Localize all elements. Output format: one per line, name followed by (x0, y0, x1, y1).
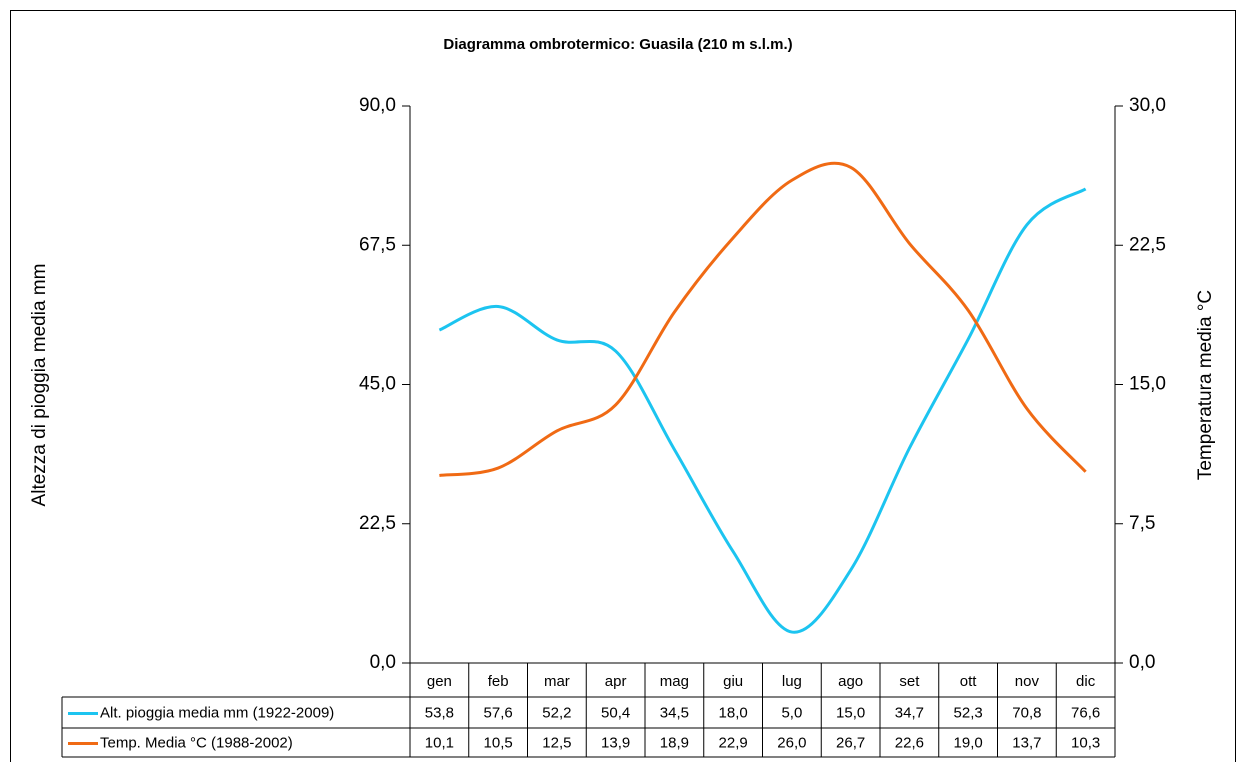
data-label: 13,7 (1012, 734, 1041, 751)
data-label: 10,1 (425, 734, 454, 751)
data-label: 5,0 (781, 704, 802, 721)
data-label: 10,3 (1071, 734, 1100, 751)
x-tick-label: nov (1015, 673, 1040, 690)
data-label: 52,2 (542, 704, 571, 721)
chart-title: Diagramma ombrotermico: Guasila (210 m s… (443, 36, 792, 53)
x-tick-label: lug (782, 673, 802, 690)
data-label: 52,3 (954, 704, 983, 721)
data-label: 26,0 (777, 734, 806, 751)
data-label: 57,6 (484, 704, 513, 721)
x-tick-label: set (899, 673, 920, 690)
data-label: 70,8 (1012, 704, 1041, 721)
legend-label: Temp. Media °C (1988-2002) (100, 734, 293, 751)
data-label: 34,7 (895, 704, 924, 721)
data-label: 22,6 (895, 734, 924, 751)
y2-axis-label: Temperatura media °C (1195, 290, 1216, 480)
x-tick-label: apr (605, 673, 627, 690)
y-tick-label: 22,5 (359, 513, 396, 534)
data-label: 12,5 (542, 734, 571, 751)
series-line (439, 161, 1087, 477)
y2-tick-label: 22,5 (1129, 234, 1166, 255)
data-label: 34,5 (660, 704, 689, 721)
x-tick-label: ott (960, 673, 978, 690)
data-label: 22,9 (719, 734, 748, 751)
y2-tick-label: 7,5 (1129, 513, 1155, 534)
y-tick-label: 45,0 (359, 374, 396, 395)
y-tick-label: 90,0 (359, 95, 396, 116)
data-label: 18,9 (660, 734, 689, 751)
series-line (438, 187, 1087, 634)
y-tick-label: 67,5 (359, 234, 396, 255)
x-tick-label: mag (660, 673, 689, 690)
data-label: 10,5 (484, 734, 513, 751)
y-axis-label: Altezza di pioggia media mm (29, 264, 50, 507)
data-label: 18,0 (719, 704, 748, 721)
x-tick-label: dic (1076, 673, 1096, 690)
data-label: 50,4 (601, 704, 630, 721)
legend-label: Alt. pioggia media mm (1922-2009) (100, 704, 334, 721)
y2-tick-label: 30,0 (1129, 95, 1166, 116)
y2-tick-label: 15,0 (1129, 374, 1166, 395)
x-tick-label: ago (838, 673, 863, 690)
data-label: 13,9 (601, 734, 630, 751)
x-tick-label: mar (544, 673, 570, 690)
y-tick-label: 0,0 (370, 652, 396, 673)
data-label: 15,0 (836, 704, 865, 721)
x-tick-label: giu (723, 673, 743, 690)
data-label: 26,7 (836, 734, 865, 751)
data-label: 53,8 (425, 704, 454, 721)
data-label: 19,0 (954, 734, 983, 751)
y2-tick-label: 0,0 (1129, 652, 1155, 673)
x-tick-label: feb (488, 673, 509, 690)
chart-frame (10, 10, 1236, 762)
data-label: 76,6 (1071, 704, 1100, 721)
x-tick-label: gen (427, 673, 452, 690)
